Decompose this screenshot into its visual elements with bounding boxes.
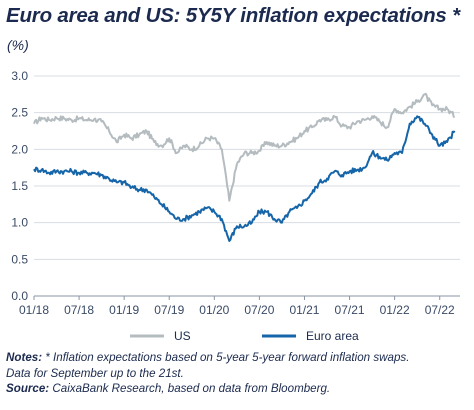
y-axis-ticks: 0.0 0.5 1.0 1.5 2.0 2.5 3.0 — [11, 69, 28, 303]
legend-label: Euro area — [306, 329, 359, 343]
x-axis-ticks: 01/18 07/18 01/19 07/19 01/20 07/20 01/21 07/21… — [19, 296, 455, 317]
y-tick-label: 2.5 — [11, 106, 28, 120]
x-tick-label: 01/21 — [289, 303, 319, 317]
x-tick-label: 07/21 — [335, 303, 365, 317]
x-tick-label: 07/20 — [244, 303, 274, 317]
x-tick-label: 01/19 — [109, 303, 139, 317]
y-tick-label: 0.0 — [11, 289, 28, 303]
x-tick-label: 07/18 — [64, 303, 94, 317]
grid-lines — [34, 75, 460, 260]
x-tick-label: 07/22 — [425, 303, 455, 317]
source-line: Source: CaixaBank Research, based on dat… — [6, 381, 468, 397]
y-tick-label: 0.5 — [11, 252, 28, 266]
line-chart: 0.0 0.5 1.0 1.5 2.0 2.5 3.0 01/18 07/18 01/19 07/… — [11, 69, 460, 343]
chart-series — [33, 92, 456, 242]
notes-line-2: Data for September up to the 21st. — [6, 366, 184, 380]
y-tick-label: 1.5 — [11, 179, 28, 193]
x-tick-label: 07/19 — [154, 303, 184, 317]
series-line-us — [33, 92, 456, 202]
series-line-euro-area — [33, 115, 456, 242]
y-tick-label: 2.0 — [11, 142, 28, 156]
y-tick-label: 1.0 — [11, 216, 28, 230]
source-label: Source: — [6, 382, 50, 395]
x-tick-label: 01/22 — [380, 303, 410, 317]
source-text: CaixaBank Research, based on data from B… — [49, 382, 331, 395]
chart-notes: Notes: * Inflation expectations based on… — [6, 350, 468, 397]
x-tick-label: 01/20 — [199, 303, 229, 317]
notes-text: * Inflation expectations based on 5-year… — [42, 351, 410, 364]
chart-legend: US Euro area — [130, 329, 359, 343]
chart-title: Euro area and US: 5Y5Y inflation expecta… — [6, 4, 460, 27]
notes-label: Notes: — [6, 351, 43, 364]
x-tick-label: 01/18 — [19, 303, 49, 317]
legend-label: US — [174, 329, 191, 343]
chart-subtitle: (%) — [7, 37, 29, 53]
notes-line: Notes: * Inflation expectations based on… — [6, 350, 468, 366]
y-tick-label: 3.0 — [11, 69, 28, 83]
